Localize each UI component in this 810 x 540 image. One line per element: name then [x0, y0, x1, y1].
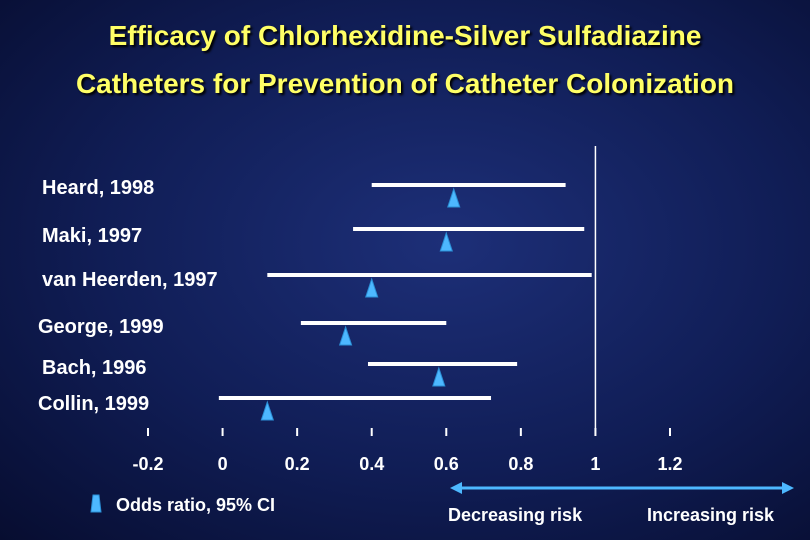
x-tick-label: -0.2 [132, 454, 163, 474]
study-row: Maki, 1997 [42, 225, 585, 252]
study-label: Bach, 1996 [42, 357, 147, 379]
study-row: Bach, 1996 [42, 357, 518, 387]
study-row: van Heerden, 1997 [42, 269, 592, 298]
increasing-risk-label: Increasing risk [647, 505, 775, 525]
chart-title-line-2: Catheters for Prevention of Catheter Col… [75, 68, 735, 99]
study-label: Heard, 1998 [42, 177, 154, 199]
x-tick-label: 1.2 [657, 454, 682, 474]
x-tick-label: 0.6 [434, 454, 459, 474]
right-arrowhead-icon [782, 482, 794, 494]
legend-label: Odds ratio, 95% CI [116, 495, 275, 515]
odds-ratio-marker [439, 231, 453, 252]
decreasing-risk-label: Decreasing risk [448, 505, 583, 525]
legend-marker-icon [90, 494, 102, 513]
study-label: van Heerden, 1997 [42, 269, 218, 291]
x-tick-label: 0.8 [508, 454, 533, 474]
study-row: George, 1999 [38, 316, 447, 346]
x-tick-label: 0.2 [285, 454, 310, 474]
study-label: Collin, 1999 [38, 393, 149, 415]
odds-ratio-marker [338, 325, 353, 346]
odds-ratio-marker [365, 277, 379, 298]
x-tick-label: 0.4 [359, 454, 384, 474]
study-row: Collin, 1999 [38, 393, 492, 421]
odds-ratio-marker [432, 366, 446, 387]
study-row: Heard, 1998 [42, 177, 566, 208]
odds-ratio-marker [447, 187, 461, 208]
chart-title-line-1: Efficacy of Chlorhexidine-Silver Sulfadi… [108, 20, 702, 51]
left-arrowhead-icon [450, 482, 462, 494]
study-label: George, 1999 [38, 316, 164, 338]
odds-ratio-marker [260, 400, 275, 421]
x-tick-label: 0 [218, 454, 228, 474]
study-label: Maki, 1997 [42, 225, 142, 247]
x-tick-label: 1 [590, 454, 600, 474]
